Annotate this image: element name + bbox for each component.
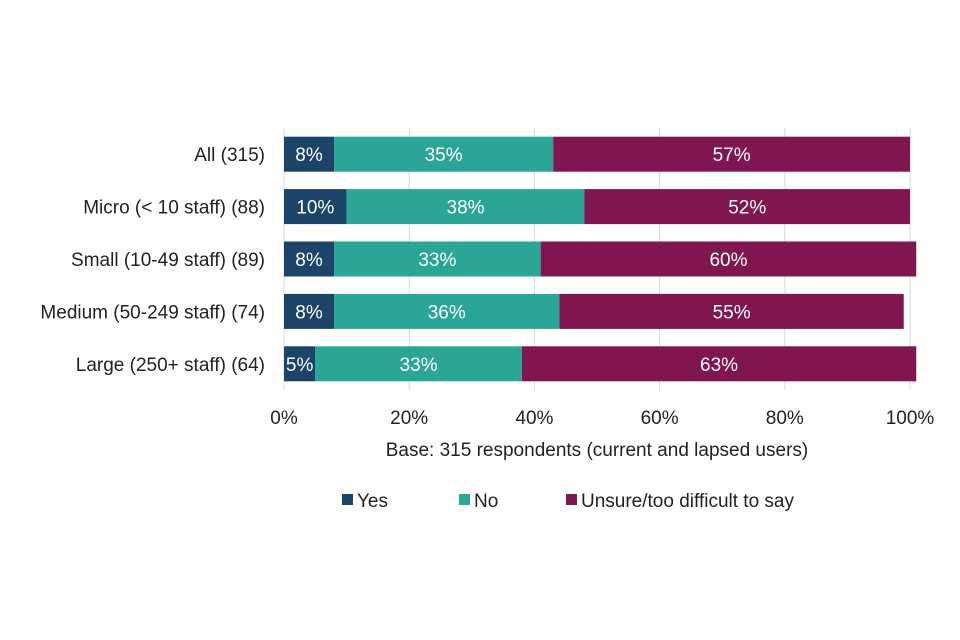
- x-tick-80: 80%: [766, 408, 804, 429]
- category-label-micro-10-staff-88: Micro (< 10 staff) (88): [83, 198, 265, 219]
- bar-label-unsure-too-difficult-to-say-3: 55%: [713, 302, 751, 323]
- x-tick-100: 100%: [886, 408, 935, 429]
- bar-yes-2: [284, 241, 335, 277]
- bar-label-no-2: 33%: [418, 250, 456, 271]
- x-tick-40: 40%: [515, 408, 553, 429]
- legend-swatch-unsure-too-difficult-to-say: [566, 494, 577, 505]
- category-label-all-315: All (315): [194, 145, 265, 166]
- bar-label-yes-0: 8%: [295, 145, 323, 166]
- bar-yes-3: [284, 293, 335, 329]
- bar-label-no-4: 33%: [400, 355, 438, 376]
- legend-label-unsure-too-difficult-to-say: Unsure/too difficult to say: [581, 491, 794, 512]
- x-axis-label: Base: 315 respondents (current and lapse…: [386, 440, 808, 461]
- bar-label-unsure-too-difficult-to-say-4: 63%: [700, 355, 738, 376]
- bar-no-0: [334, 136, 554, 172]
- bar-unsure-too-difficult-to-say-2: [540, 241, 917, 277]
- bar-label-no-1: 38%: [447, 198, 485, 219]
- bars: 8% 35% 57% 10% 38% 52% 8% 33% 60% 8% 36% 55% 5% 33% 63…: [284, 136, 917, 382]
- bar-no-1: [346, 189, 585, 225]
- legend: Yes No Unsure/too difficult to say: [342, 491, 794, 512]
- bar-no-3: [334, 293, 560, 329]
- bar-unsure-too-difficult-to-say-0: [553, 136, 910, 172]
- bar-label-yes-4: 5%: [286, 355, 314, 376]
- x-tick-60: 60%: [641, 408, 679, 429]
- bar-no-4: [315, 346, 522, 382]
- bar-label-unsure-too-difficult-to-say-0: 57%: [713, 145, 751, 166]
- bar-unsure-too-difficult-to-say-4: [521, 346, 917, 382]
- bar-label-unsure-too-difficult-to-say-1: 52%: [728, 198, 766, 219]
- bar-yes-0: [284, 136, 335, 172]
- x-tick-20: 20%: [390, 408, 428, 429]
- category-label-large-250-staff-64: Large (250+ staff) (64): [76, 355, 265, 376]
- legend-label-no: No: [474, 491, 498, 512]
- x-axis-ticks: 0% 20% 40% 60% 80% 100%: [270, 408, 934, 429]
- bar-label-yes-3: 8%: [295, 302, 323, 323]
- category-label-small-10-49-staff-89: Small (10-49 staff) (89): [71, 250, 265, 271]
- category-label-medium-50-249-staff-74: Medium (50-249 staff) (74): [40, 302, 265, 323]
- legend-swatch-no: [459, 494, 470, 505]
- legend-swatch-yes: [342, 494, 353, 505]
- bar-label-yes-1: 10%: [296, 198, 334, 219]
- x-tick-0: 0%: [270, 408, 298, 429]
- bar-unsure-too-difficult-to-say-3: [559, 293, 904, 329]
- bar-yes-1: [284, 189, 347, 225]
- bar-no-2: [334, 241, 541, 277]
- bar-unsure-too-difficult-to-say-1: [584, 189, 910, 225]
- bar-label-no-3: 36%: [428, 302, 466, 323]
- legend-label-yes: Yes: [357, 491, 388, 512]
- category-labels: All (315) Micro (< 10 staff) (88) Small (1…: [40, 145, 265, 376]
- bar-label-no-0: 35%: [425, 145, 463, 166]
- bar-label-unsure-too-difficult-to-say-2: 60%: [709, 250, 747, 271]
- bar-label-yes-2: 8%: [295, 250, 323, 271]
- bar-yes-4: [284, 346, 316, 382]
